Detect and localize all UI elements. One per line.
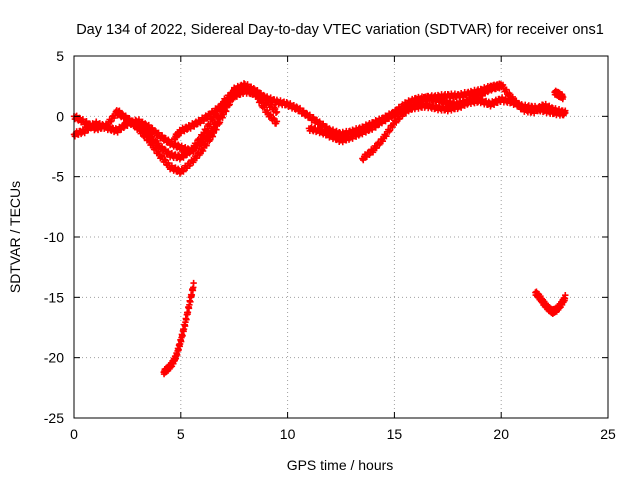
y-axis-label: SDTVAR / TECUs [7,181,23,293]
x-tick-label: 15 [387,426,403,442]
data-point [210,123,217,131]
y-tick-label: -10 [44,229,64,245]
data-point [273,118,281,125]
data-point [272,109,280,116]
data-point [190,146,197,154]
data-point [81,129,88,137]
data-point [174,141,182,148]
data-point [379,138,387,145]
data-point [118,110,126,117]
series-low-segment-1 [160,279,197,378]
data-point [203,127,210,134]
data-point [206,120,214,128]
y-tick-label: 5 [56,48,64,64]
data-point [334,133,341,141]
data-point [373,144,380,152]
data-point [509,93,516,101]
series-track-d [171,85,281,143]
data-point [389,123,396,131]
tick-layer: 0 5 10 15 20 25 5 0 -5 -10 -15 -20 -25 [44,48,616,442]
data-point [203,134,210,142]
series-track-g [551,87,567,103]
data-point [220,103,227,110]
data-point [155,140,162,147]
data-point [513,97,520,104]
data-point [180,168,187,175]
data-point [515,100,523,108]
data-point [369,149,377,156]
data-point [562,107,569,114]
x-tick-label: 5 [177,426,185,442]
x-tick-label: 20 [493,426,509,442]
data-point [203,142,210,149]
data-point [209,127,217,134]
data-point [283,98,290,106]
data-point [135,121,143,128]
data-point [183,126,191,133]
y-tick-label: 0 [56,108,64,124]
data-point [87,125,95,132]
data-point [209,117,217,125]
data-point [273,108,281,116]
data-point [142,120,149,127]
data-point [190,159,197,166]
x-tick-label: 0 [70,426,78,442]
data-point [264,98,272,105]
data-point [213,120,220,127]
series-track-c [113,83,281,163]
data-point [193,141,201,148]
x-tick-label: 25 [600,426,616,442]
data-point [503,86,510,93]
data-point [402,109,410,117]
data-point [216,119,224,126]
data-point [559,93,567,101]
x-axis-label: GPS time / hours [287,457,394,473]
data-point [216,113,224,120]
data-point [383,133,390,140]
data-point [206,131,213,138]
data-point [149,133,156,140]
data-point [210,111,217,118]
data-point [360,156,367,164]
y-tick-label: -5 [52,169,65,185]
data-point [199,139,207,146]
data-point [392,119,400,126]
grid-layer [74,56,608,418]
y-tick-label: -15 [44,289,64,305]
series-track-f [359,80,569,164]
data-point [293,103,300,110]
y-tick-label: -25 [44,410,64,426]
data-point [226,97,233,105]
series-low-segment-2 [532,288,569,318]
data-point [158,152,166,160]
data-point [267,111,274,118]
data-point [199,133,207,140]
chart-title: Day 134 of 2022, Sidereal Day-to-day VTE… [76,22,604,38]
series-layer [70,80,569,378]
x-tick-label: 10 [280,426,296,442]
data-point [270,114,277,122]
data-point [145,129,152,136]
data-point [499,81,507,89]
data-point [355,132,362,139]
data-point [562,291,569,299]
data-point [151,127,159,134]
data-point [190,279,197,287]
y-tick-label: -20 [44,350,64,366]
data-point [386,127,394,134]
data-point [199,147,207,155]
data-point [209,133,217,140]
data-point [484,88,492,96]
